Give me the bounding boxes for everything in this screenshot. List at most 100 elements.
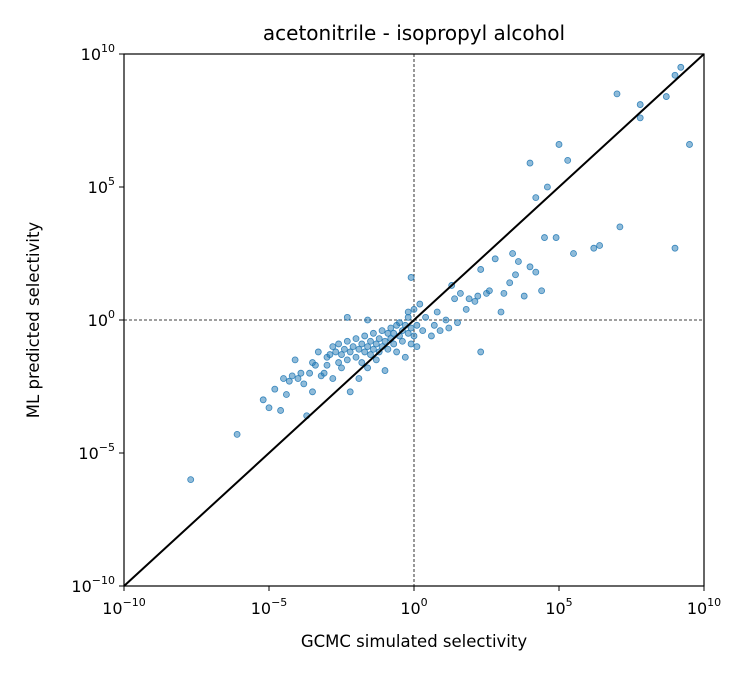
data-point bbox=[288, 372, 296, 380]
data-point bbox=[285, 377, 293, 385]
data-point bbox=[419, 327, 427, 335]
data-point bbox=[477, 266, 485, 273]
y-tick-label: 1010 bbox=[81, 42, 115, 64]
data-point bbox=[364, 364, 372, 372]
data-point bbox=[343, 313, 351, 321]
data-point bbox=[613, 90, 621, 98]
x-tick-label: 100 bbox=[400, 596, 427, 618]
x-tick-label: 10−5 bbox=[251, 596, 288, 618]
y-tick-label: 10−10 bbox=[71, 574, 115, 596]
chart-title: acetonitrile - isopropyl alcohol bbox=[263, 21, 565, 45]
data-point bbox=[526, 263, 534, 271]
data-point bbox=[616, 223, 624, 231]
data-point bbox=[491, 255, 499, 263]
data-point bbox=[456, 289, 464, 297]
data-point bbox=[294, 375, 302, 382]
data-point bbox=[369, 345, 377, 353]
data-point bbox=[364, 343, 372, 351]
data-point bbox=[671, 71, 679, 79]
data-point bbox=[265, 404, 273, 412]
data-point bbox=[387, 324, 395, 332]
data-point bbox=[355, 345, 363, 353]
data-point bbox=[407, 274, 415, 281]
data-point bbox=[636, 101, 644, 108]
data-point bbox=[506, 279, 514, 287]
y-axis-ticks: 10−10 10−5 100 105 1010 bbox=[71, 42, 124, 596]
data-point bbox=[349, 343, 357, 351]
data-point bbox=[686, 141, 693, 148]
data-point bbox=[436, 327, 444, 335]
data-point bbox=[445, 324, 453, 332]
y-tick-label: 100 bbox=[88, 308, 115, 330]
data-point bbox=[323, 361, 331, 369]
identity-line bbox=[123, 53, 705, 587]
data-point bbox=[326, 351, 334, 358]
data-point bbox=[477, 348, 485, 356]
data-point bbox=[471, 297, 479, 305]
data-point bbox=[291, 356, 299, 364]
data-point bbox=[515, 258, 522, 265]
x-axis-label: GCMC simulated selectivity bbox=[301, 632, 527, 651]
data-point bbox=[332, 348, 340, 356]
data-point bbox=[361, 332, 369, 340]
data-point bbox=[297, 369, 305, 377]
data-point bbox=[430, 321, 438, 329]
data-point bbox=[364, 316, 372, 324]
data-point bbox=[343, 337, 351, 345]
data-point bbox=[375, 335, 383, 343]
data-point bbox=[390, 340, 398, 348]
data-point bbox=[378, 327, 386, 335]
data-point bbox=[309, 388, 316, 396]
y-tick-label: 10−5 bbox=[78, 441, 115, 463]
data-point bbox=[407, 324, 415, 332]
data-point bbox=[311, 361, 319, 369]
data-point bbox=[271, 385, 279, 393]
data-point bbox=[367, 351, 374, 358]
data-point bbox=[532, 268, 540, 276]
data-point bbox=[367, 337, 374, 345]
y-equals-x-line bbox=[123, 53, 705, 587]
data-point bbox=[413, 343, 421, 351]
data-point bbox=[538, 287, 545, 295]
data-point bbox=[410, 332, 418, 340]
data-point bbox=[512, 271, 519, 279]
data-point bbox=[677, 63, 685, 71]
data-point bbox=[532, 194, 540, 202]
data-point bbox=[474, 292, 482, 300]
data-point bbox=[306, 369, 314, 377]
data-point bbox=[338, 351, 345, 358]
x-tick-label: 1010 bbox=[687, 596, 721, 618]
data-point bbox=[416, 300, 424, 308]
data-point bbox=[636, 114, 644, 122]
data-point bbox=[259, 396, 267, 404]
data-point bbox=[407, 340, 415, 348]
data-point bbox=[329, 343, 337, 351]
data-point bbox=[500, 289, 508, 297]
data-point bbox=[346, 388, 354, 396]
data-point bbox=[442, 316, 450, 324]
data-point bbox=[552, 234, 560, 241]
data-point bbox=[413, 321, 421, 329]
data-point bbox=[427, 332, 435, 340]
data-point bbox=[352, 353, 360, 361]
data-point bbox=[280, 375, 287, 382]
data-point bbox=[465, 295, 473, 303]
data-point bbox=[393, 348, 401, 356]
data-point bbox=[570, 250, 577, 257]
data-point bbox=[662, 93, 670, 100]
data-point bbox=[372, 340, 380, 348]
data-point bbox=[404, 329, 412, 337]
data-point bbox=[187, 476, 195, 484]
data-point bbox=[340, 345, 348, 353]
data-point bbox=[555, 141, 563, 148]
data-point bbox=[358, 340, 366, 348]
x-tick-label: 10−10 bbox=[102, 596, 146, 618]
data-point bbox=[454, 319, 461, 327]
data-point bbox=[352, 335, 360, 343]
data-point bbox=[381, 337, 389, 345]
data-point bbox=[343, 356, 351, 364]
data-point bbox=[596, 242, 603, 249]
data-point bbox=[282, 391, 290, 398]
data-point bbox=[355, 375, 363, 382]
